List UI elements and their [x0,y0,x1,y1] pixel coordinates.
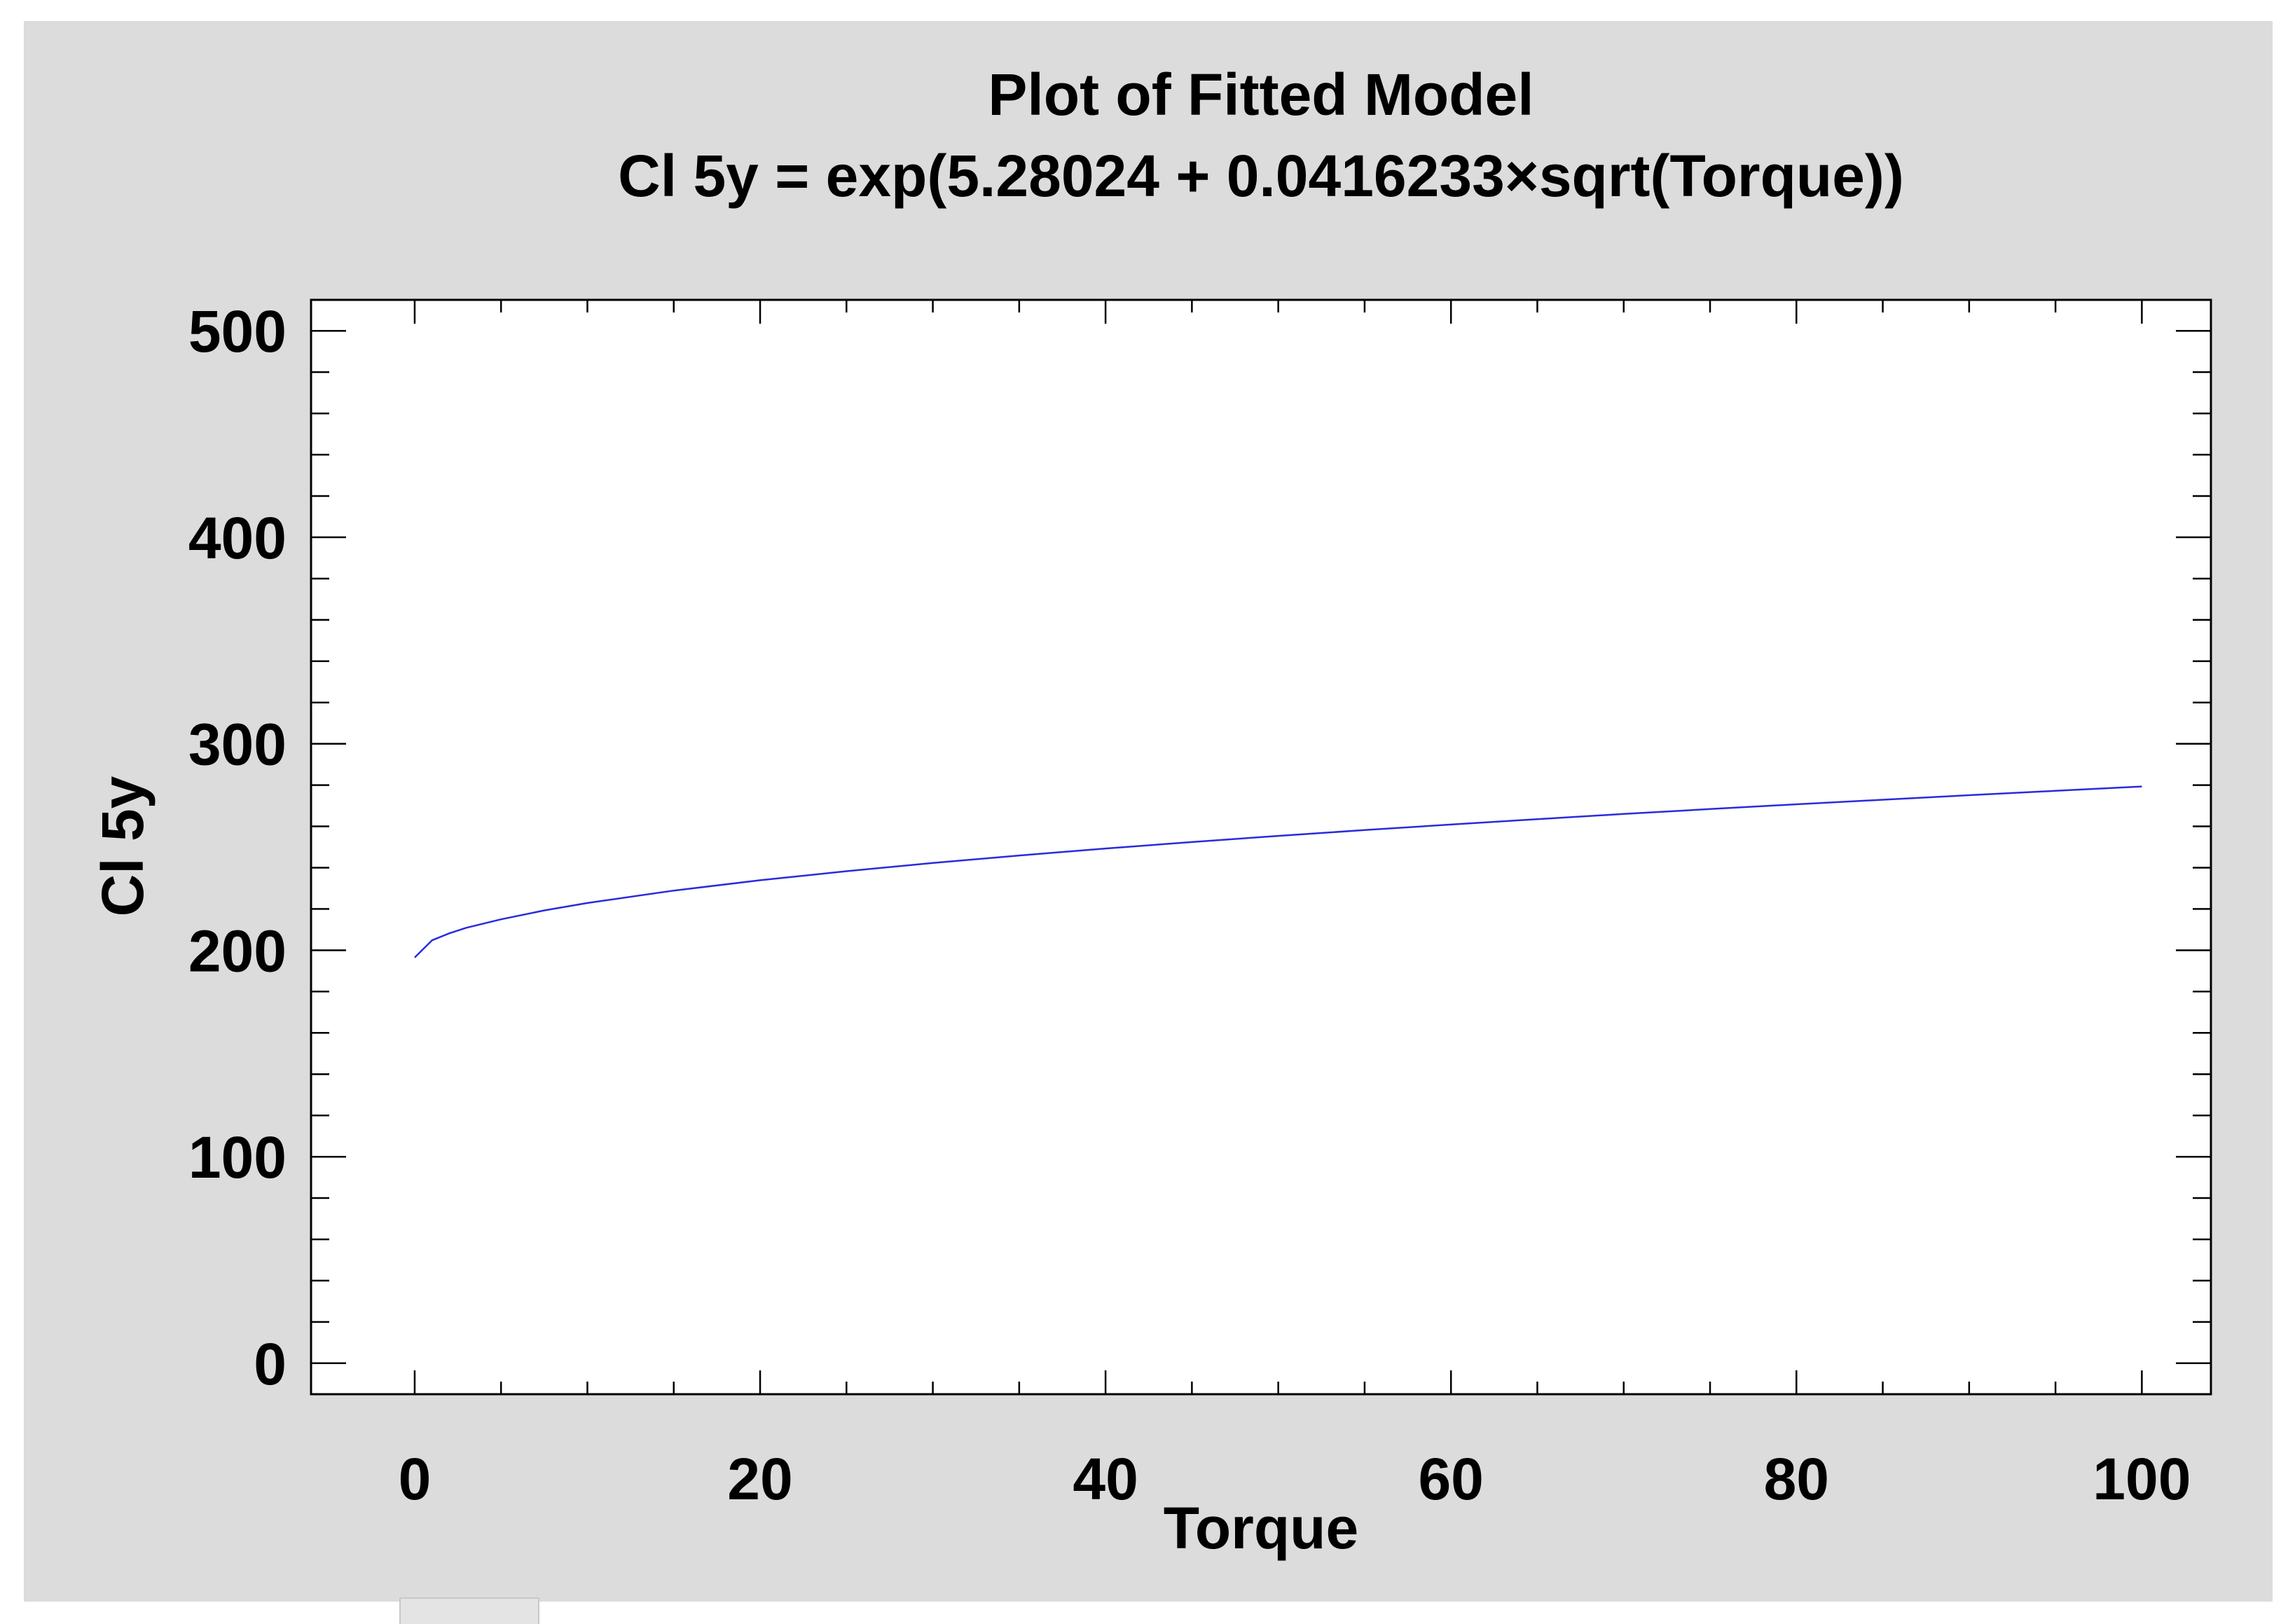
chart-panel: Plot of Fitted Model Cl 5y = exp(5.28024… [24,21,2273,1602]
x-tick-label: 100 [2093,1446,2191,1512]
chart-subtitle: Cl 5y = exp(5.28024 + 0.0416233×sqrt(Tor… [618,143,1904,209]
y-tick-label: 300 [188,712,287,778]
y-tick-label: 500 [188,298,287,364]
y-tick-label: 400 [188,505,287,571]
y-tick-label: 100 [188,1124,287,1190]
x-axis-label: Torque [1164,1495,1358,1561]
axis-ticks [311,300,2211,1394]
x-tick-label: 40 [1073,1446,1138,1512]
x-tick-label: 80 [1764,1446,1829,1512]
x-tick-labels: 0 20 40 60 80 100 [399,1446,2191,1512]
chart-title: Plot of Fitted Model [988,62,1534,128]
x-tick-label: 0 [399,1446,432,1512]
plot-area [310,298,2212,1396]
y-tick-label: 0 [254,1331,287,1397]
y-tick-labels: 0 100 200 300 400 500 [188,298,287,1397]
fitted-model-chart: Plot of Fitted Model Cl 5y = exp(5.28024… [90,62,2212,1561]
footer-tab[interactable] [399,1597,539,1624]
y-tick-label: 200 [188,918,287,984]
y-axis-label: Cl 5y [90,776,156,916]
series-layer [414,785,2142,958]
fitted-curve [414,785,2142,958]
x-tick-label: 60 [1418,1446,1483,1512]
x-tick-label: 20 [727,1446,792,1512]
